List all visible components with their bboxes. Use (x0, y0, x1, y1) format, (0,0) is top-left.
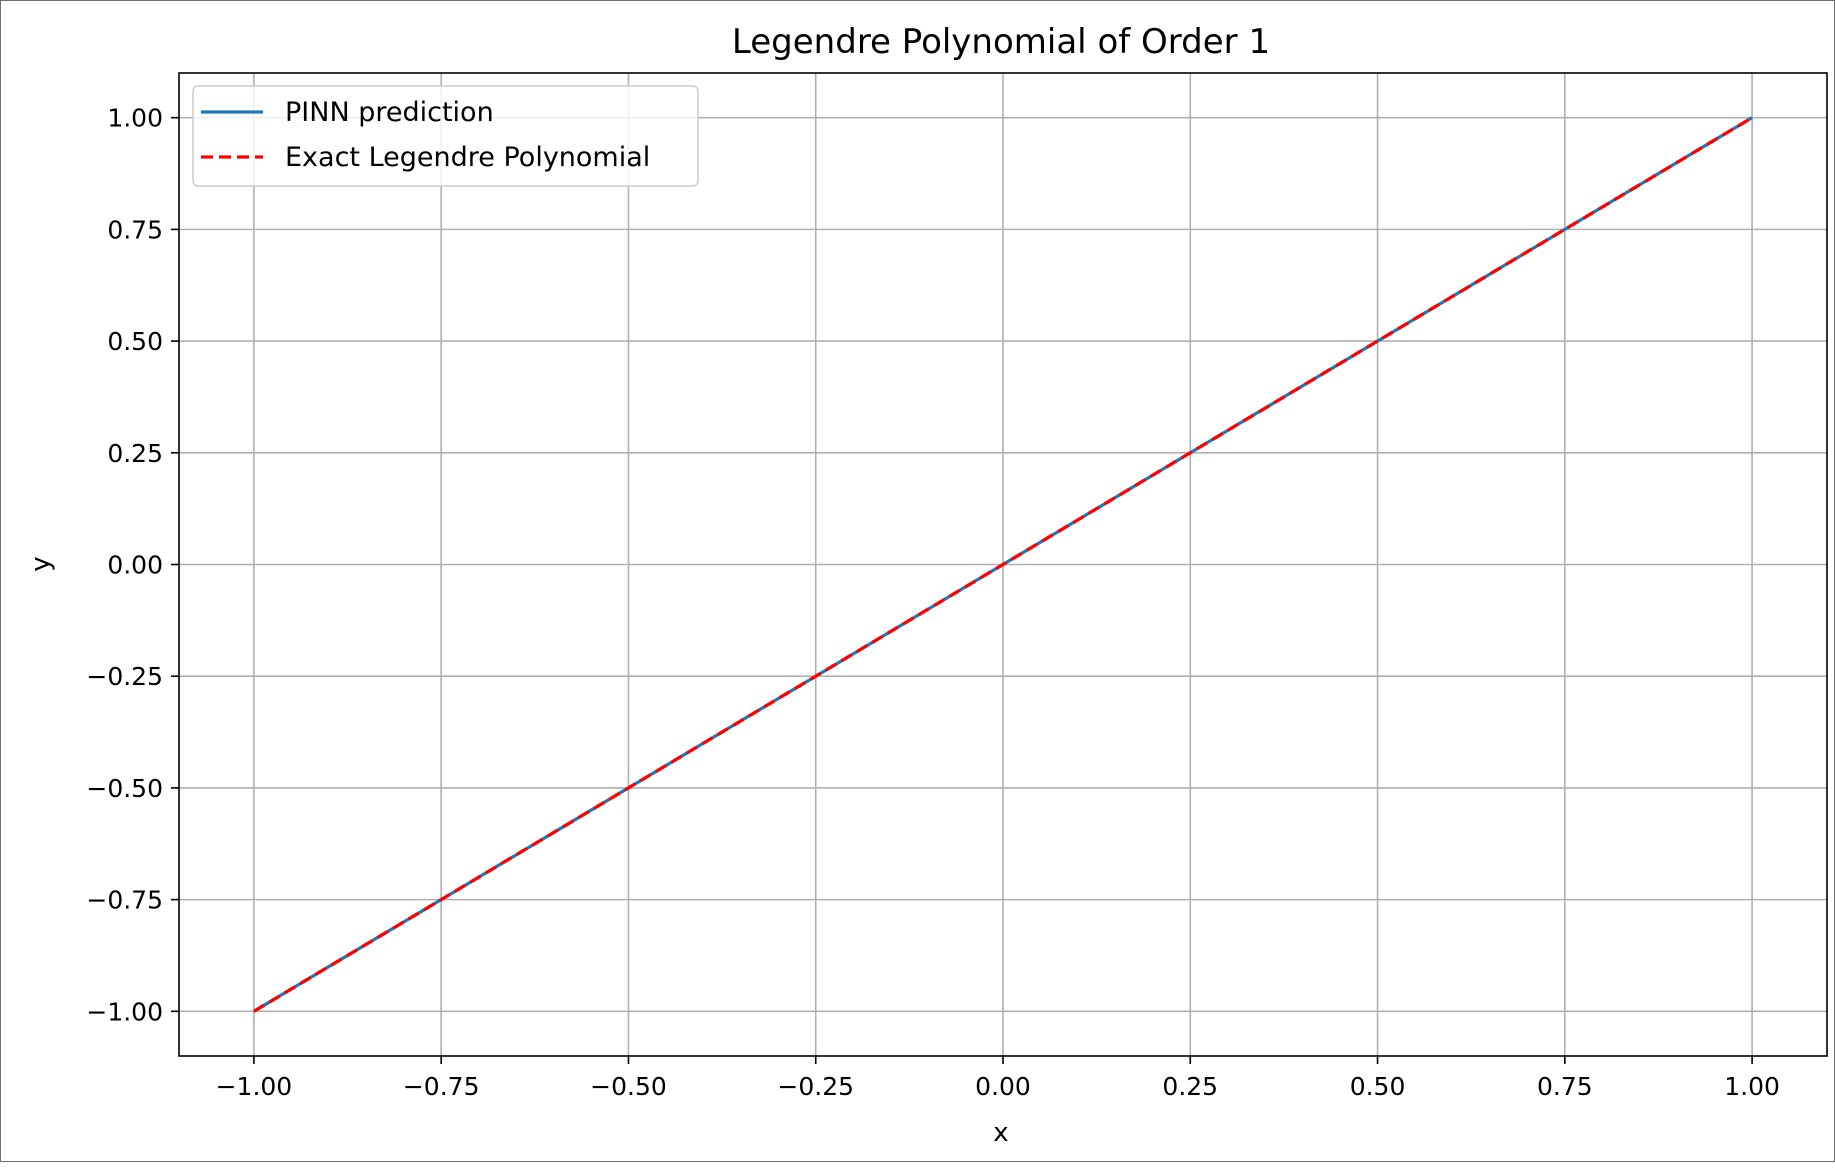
legend-entries: PINN prediction Exact Legendre Polynomial (201, 97, 650, 173)
y-axis-label: y (26, 556, 56, 571)
x-tick-label: 0.00 (975, 1072, 1031, 1101)
x-tick-label: −1.00 (216, 1072, 293, 1101)
y-tick-label: −1.00 (86, 997, 163, 1026)
legend-label: PINN prediction (285, 97, 494, 128)
series-line-exact-legendre (253, 116, 1753, 1013)
axis-ticks: −1.00 −0.75 −0.50 −0.25 0.00 0.25 0.50 0.75 1.00… (86, 104, 1780, 1101)
y-tick-label: 0.50 (107, 327, 163, 356)
legend: PINN prediction Exact Legendre Polynomial (192, 85, 699, 187)
x-tick-label: 0.50 (1350, 1072, 1406, 1101)
y-tick-label: 0.25 (107, 439, 163, 468)
y-tick-label: 1.00 (107, 104, 163, 133)
legend-box (192, 85, 699, 187)
x-tick-label: 0.75 (1537, 1072, 1593, 1101)
x-tick-label: −0.75 (403, 1072, 480, 1101)
y-tick-label: −0.75 (86, 886, 163, 915)
x-tick-label: 1.00 (1724, 1072, 1780, 1101)
x-axis-label: x (993, 1118, 1008, 1148)
y-tick-label: 0.75 (107, 215, 163, 244)
x-tick-label: 0.25 (1162, 1072, 1218, 1101)
y-tick-label: −0.50 (86, 774, 163, 803)
y-tick-label: 0.00 (107, 551, 163, 580)
x-tick-label: −0.25 (777, 1072, 854, 1101)
series-lines (253, 116, 1753, 1013)
legend-label: Exact Legendre Polynomial (285, 142, 650, 173)
chart-title: Legendre Polynomial of Order 1 (732, 22, 1270, 62)
x-tick-label: −0.50 (590, 1072, 667, 1101)
y-tick-label: −0.25 (86, 662, 163, 691)
